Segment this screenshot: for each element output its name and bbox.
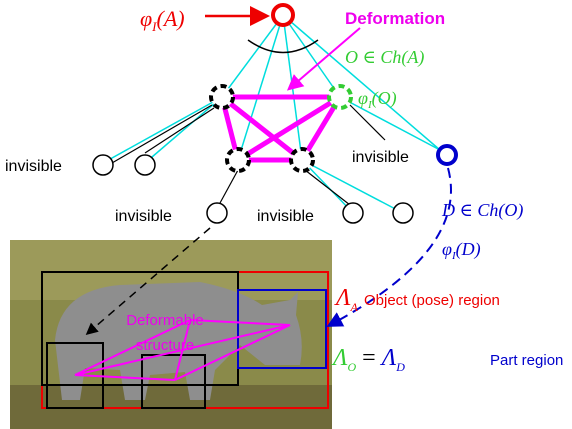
svg-text:invisible: invisible <box>5 158 62 175</box>
tree-edges <box>102 14 441 214</box>
deformation-label: Deformation <box>345 9 445 28</box>
svg-text:structure: structure <box>136 337 194 354</box>
part-child: D ∈ Ch(O) <box>441 200 523 221</box>
object-region-text: Object (pose) region <box>364 292 500 309</box>
hidden-nodes <box>209 84 353 173</box>
svg-text:invisible: invisible <box>257 208 314 225</box>
root-label: φI(A) <box>140 6 185 34</box>
deformation-arrow <box>286 27 361 91</box>
deformable-label: Deformable structure <box>126 312 204 354</box>
svg-text:invisible: invisible <box>352 149 409 166</box>
svg-text:invisible: invisible <box>115 208 172 225</box>
structure-lines <box>74 319 291 381</box>
angle-arc <box>247 39 319 54</box>
part-arrow <box>326 167 452 327</box>
root-node <box>271 3 295 27</box>
part-label: φI(D) <box>442 239 481 262</box>
leaf-nodes <box>92 154 414 224</box>
svg-text:Deformable: Deformable <box>126 312 204 329</box>
object-label: φI(O) <box>358 88 397 111</box>
black-edges <box>111 104 386 206</box>
part-node <box>436 144 458 166</box>
invisible-labels: invisible invisible invisible invisible <box>5 149 409 225</box>
part-region-symbol: ΛO = ΛD <box>331 345 405 374</box>
part-region-text: Part region <box>490 352 563 369</box>
object-region-symbol: ΛA <box>334 285 359 314</box>
photo <box>10 240 332 429</box>
object-child: O ∈ Ch(A) <box>345 47 424 68</box>
